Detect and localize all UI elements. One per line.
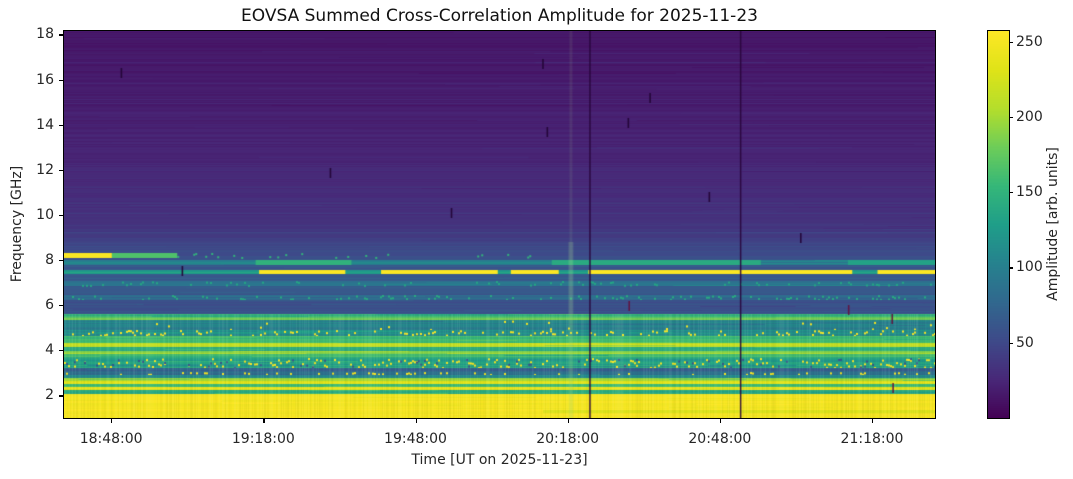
colorbar-tick-label: 100 xyxy=(1016,259,1043,276)
colorbar-tick-label: 250 xyxy=(1016,33,1043,50)
y-tick-mark xyxy=(59,305,64,307)
y-tick-label: 14 xyxy=(36,116,54,133)
x-tick-label: 19:48:00 xyxy=(384,431,447,447)
y-tick-mark xyxy=(59,79,64,81)
y-tick-label: 12 xyxy=(36,161,54,178)
y-tick-label: 10 xyxy=(36,206,54,223)
y-tick-label: 6 xyxy=(45,297,54,314)
x-tick-label: 19:18:00 xyxy=(231,431,295,447)
x-tick-label: 20:48:00 xyxy=(688,431,752,447)
y-tick-mark xyxy=(59,34,64,36)
x-tick-mark xyxy=(111,418,113,423)
colorbar-label: Amplitude [arb. units] xyxy=(1045,147,1061,301)
colorbar-tick-mark xyxy=(1009,342,1013,344)
colorbar-tick-mark xyxy=(1009,267,1013,269)
y-tick-mark xyxy=(59,350,64,352)
x-tick-label: 21:18:00 xyxy=(840,431,904,447)
y-tick-label: 16 xyxy=(36,71,54,88)
colorbar-tick-label: 150 xyxy=(1016,184,1043,201)
x-tick-label: 20:18:00 xyxy=(536,431,600,447)
chart-title: EOVSA Summed Cross-Correlation Amplitude… xyxy=(241,6,758,26)
y-tick-label: 2 xyxy=(45,387,54,404)
y-tick-mark xyxy=(59,395,64,397)
y-tick-mark xyxy=(59,260,64,262)
x-tick-mark xyxy=(872,418,874,423)
y-tick-label: 8 xyxy=(45,252,54,269)
y-tick-label: 4 xyxy=(45,342,54,359)
colorbar-tick-mark xyxy=(1009,192,1013,194)
spectrogram-heatmap xyxy=(63,30,936,419)
colorbar-gradient xyxy=(987,30,1010,419)
x-tick-label: 18:48:00 xyxy=(79,431,143,447)
y-tick-label: 18 xyxy=(36,26,54,43)
y-tick-mark xyxy=(59,214,64,217)
x-tick-mark xyxy=(415,418,417,423)
colorbar-tick-mark xyxy=(1009,41,1013,43)
x-tick-mark xyxy=(567,418,569,423)
colorbar-tick-label: 50 xyxy=(1016,334,1034,351)
x-tick-mark xyxy=(719,418,722,423)
y-tick-mark xyxy=(59,169,64,171)
x-axis-label: Time [UT on 2025-11-23] xyxy=(411,452,588,468)
colorbar-tick-label: 200 xyxy=(1016,108,1043,125)
x-tick-mark xyxy=(263,418,265,423)
colorbar-tick-mark xyxy=(1009,116,1013,119)
y-tick-mark xyxy=(59,124,64,126)
